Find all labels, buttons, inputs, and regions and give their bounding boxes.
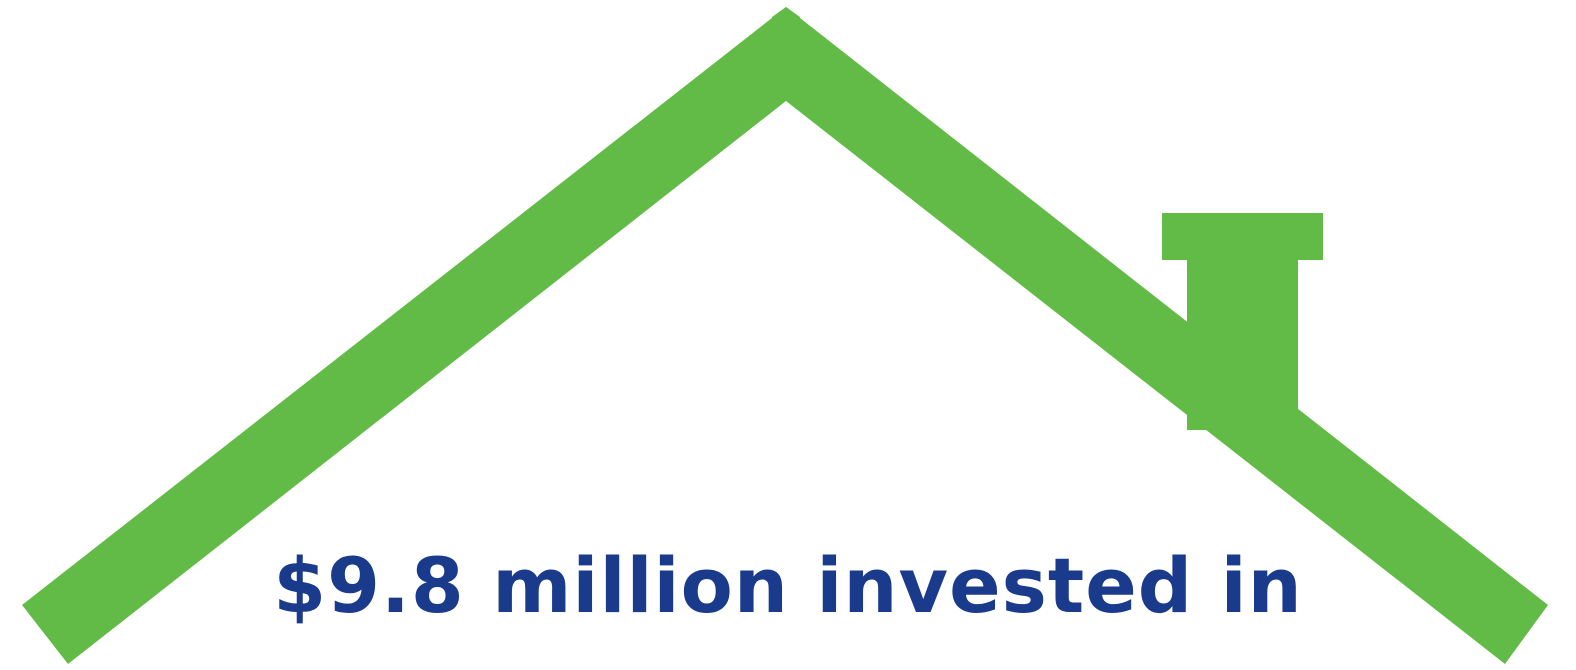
headline-text: $9.8 million invested in <box>273 541 1303 630</box>
roof-left-slope <box>22 7 800 664</box>
chimney-icon <box>1162 213 1323 430</box>
roof-right-slope <box>772 7 1548 664</box>
